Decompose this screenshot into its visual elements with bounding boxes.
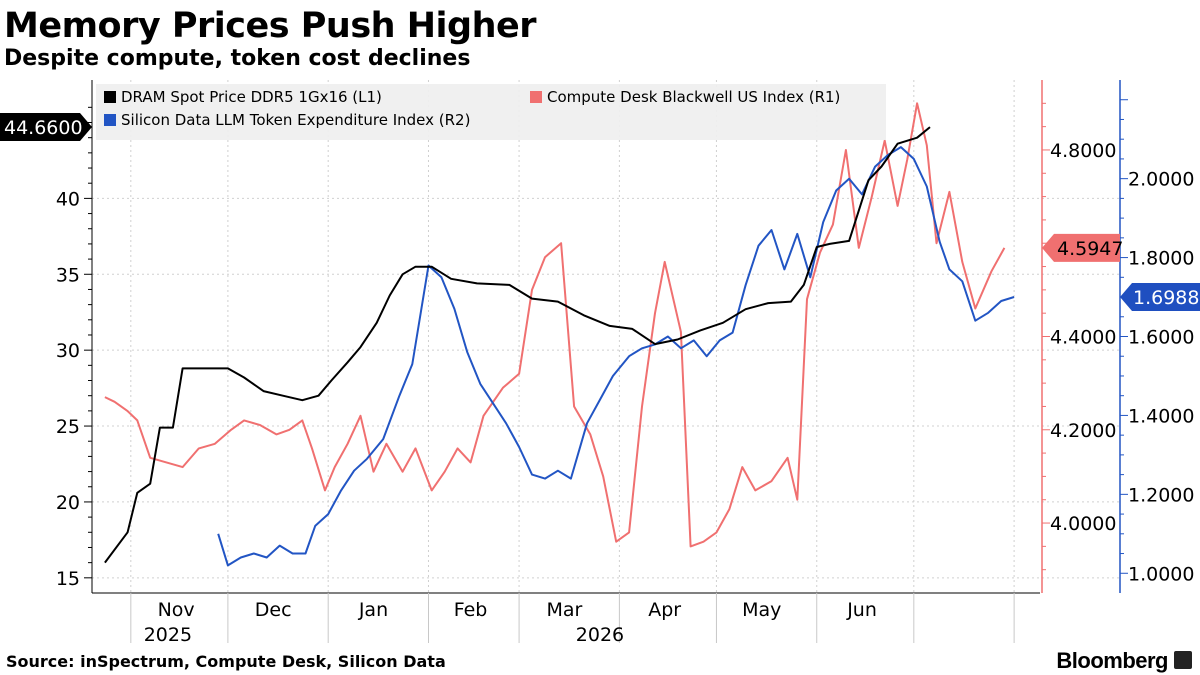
series-line-r2 xyxy=(217,146,1015,567)
tick-label-right-2: 1.6000 xyxy=(1128,327,1194,349)
legend-label: Silicon Data LLM Token Expenditure Index… xyxy=(121,111,470,129)
chart-subtitle: Despite compute, token cost declines xyxy=(4,46,471,71)
month-label: May xyxy=(742,599,781,621)
legend-label: DRAM Spot Price DDR5 1Gx16 (L1) xyxy=(121,88,382,106)
tick-label-left: 40 xyxy=(56,188,80,210)
month-label: Nov xyxy=(158,599,195,621)
month-label: Feb xyxy=(454,599,488,621)
last-value-label-r2: 1.6988 xyxy=(1133,287,1199,309)
legend-box xyxy=(96,84,886,140)
chart-title: Memory Prices Push Higher xyxy=(4,6,537,46)
month-label: Jan xyxy=(358,599,388,621)
tick-label-right-2: 2.0000 xyxy=(1128,169,1194,191)
last-value-label-r1: 4.5947 xyxy=(1057,238,1123,260)
tick-label-right-1: 4.0000 xyxy=(1050,513,1116,535)
tick-label-right-2: 1.0000 xyxy=(1128,563,1194,585)
tick-label-right-2: 1.2000 xyxy=(1128,484,1194,506)
legend-label: Compute Desk Blackwell US Index (R1) xyxy=(547,88,840,106)
tick-label-left: 15 xyxy=(56,568,80,590)
legend-swatch xyxy=(104,114,116,126)
month-label: Mar xyxy=(546,599,582,621)
series-line-r1 xyxy=(104,102,1006,548)
source-note: Source: inSpectrum, Compute Desk, Silico… xyxy=(6,652,446,671)
month-label: Apr xyxy=(648,599,681,621)
brand-logo: Bloomberg xyxy=(1056,648,1168,673)
tick-label-left: 20 xyxy=(56,492,80,514)
year-label: 2026 xyxy=(576,624,624,646)
series-line-l1 xyxy=(104,126,931,564)
tick-label-right-1: 4.2000 xyxy=(1050,420,1116,442)
last-value-badge-r2 xyxy=(1120,283,1200,312)
tick-label-left: 25 xyxy=(56,416,80,438)
tick-label-right-1: 4.8000 xyxy=(1050,140,1116,162)
legend-swatch xyxy=(104,91,116,103)
month-label: Jun xyxy=(846,599,877,621)
tick-label-right-1: 4.4000 xyxy=(1050,327,1116,349)
tick-label-left: 30 xyxy=(56,340,80,362)
last-value-label-l1: 44.6600 xyxy=(4,117,83,139)
terminal-icon xyxy=(1174,651,1192,669)
tick-label-right-2: 1.4000 xyxy=(1128,405,1194,427)
tick-label-right-2: 1.8000 xyxy=(1128,248,1194,270)
tick-label-left: 35 xyxy=(56,264,80,286)
year-label: 2025 xyxy=(144,624,192,646)
legend-swatch xyxy=(530,91,542,103)
last-value-badge-r1 xyxy=(1042,233,1120,262)
month-label: Dec xyxy=(255,599,292,621)
last-value-badge-l1 xyxy=(0,113,92,142)
